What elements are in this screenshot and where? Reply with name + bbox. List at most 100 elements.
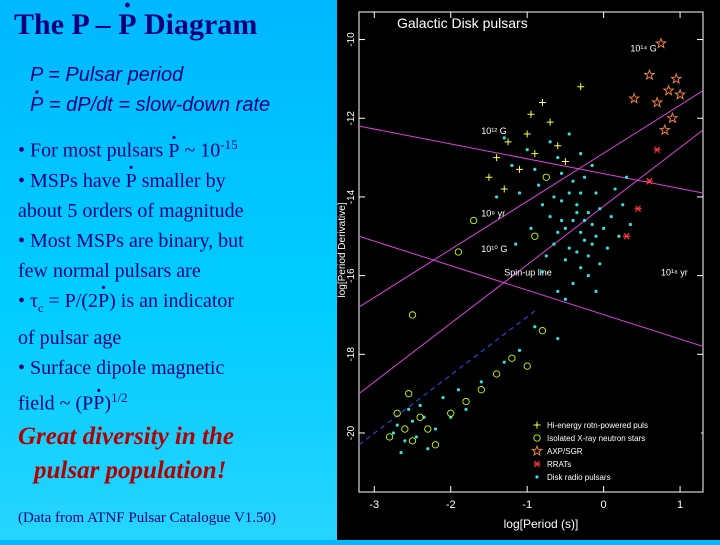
data-point [535,475,539,479]
data-point [510,163,514,168]
data-point [525,148,529,152]
bullet-pdot-value: • For most pulsars P ~ 10-15 [18,130,328,166]
data-point [502,136,506,140]
data-point [579,266,583,270]
data-point [407,407,411,411]
y-tick-label: -18 [346,347,357,362]
data-point [653,146,661,154]
data-point [556,336,560,341]
slide-text-panel: The P – P Diagram P = Pulsar period P = … [0,0,335,540]
data-point [575,203,579,207]
data-point [485,173,493,181]
legend-entry: RRATs [547,460,571,469]
data-point [517,348,522,352]
data-point [531,150,539,158]
data-point [628,222,632,227]
data-point [523,130,531,138]
data-point [456,388,460,392]
data-point [628,92,641,104]
data-point [556,230,560,234]
data-point [504,138,512,146]
data-point [431,441,440,449]
data-point [395,423,399,427]
data-point [590,222,594,227]
data-point [464,407,468,411]
data-point [533,460,541,468]
data-point [662,84,675,96]
line-label: Spin-up line [504,268,552,278]
line-label: 10⁹ yr [481,209,505,219]
data-point [537,183,541,187]
data-point [454,248,463,256]
line-label: 10¹⁴ G [630,43,656,53]
y-tick-label: -14 [346,189,357,204]
data-point [516,165,524,173]
data-point [571,179,575,183]
data-point [401,425,409,433]
data-point [514,242,518,246]
reference-line [359,310,536,446]
bullet-list: • For most pulsars P ~ 10-15 • MSPs have… [18,130,328,418]
bullet-binary-cont: few normal pulsars are [18,259,201,282]
data-point [554,142,562,150]
data-point [441,395,445,400]
bullet-binary: • Most MSPs are binary, but [18,229,244,252]
data-point [529,226,533,230]
definition-period: P = Pulsar period [30,64,184,86]
data-point [598,207,602,211]
data-source-note: (Data from ATNF Pulsar Catalogue V1.50) [18,510,277,526]
data-point [598,262,602,266]
data-point [527,110,535,118]
data-point [508,354,516,362]
legend-box [531,415,701,485]
data-point [391,431,395,435]
bullet-age: • τc = P/(2P) is an indicator [18,286,328,323]
definitions: P = Pulsar period P = dP/dt = slow-down … [30,60,270,120]
data-point [533,421,541,429]
data-point [416,413,424,421]
data-point [658,123,671,136]
data-point [575,211,579,215]
data-point [530,444,544,457]
ppdot-plot-panel: -3 -2 -1 0 1 -10 -12 -14 -16 -18 -20 log[Period (s)… [337,0,720,540]
callout-line-2: pulsar population! [34,457,227,484]
y-tick-label: -16 [346,268,357,283]
data-point [634,205,642,213]
data-point [586,211,590,215]
data-point [571,281,575,286]
data-point [418,403,422,408]
y-tick-label: -20 [346,425,357,440]
line-label: 10¹⁰ G [481,244,507,254]
reference-line [359,90,703,308]
data-point [609,214,613,219]
data-point [433,427,438,431]
data-point [403,439,407,443]
legend-entry: Isolated X-ray neutron stars [547,434,645,443]
data-point [613,187,617,191]
data-point [462,397,470,406]
bullet-msp-cont: about 5 orders of magnitude [18,199,244,222]
legend-entry: Disk radio pulsars [547,473,611,482]
line-label: 10¹⁸ yr [661,268,688,278]
data-point [666,111,679,124]
x-tick-label: 0 [601,499,607,511]
data-point [567,132,571,136]
data-point [651,96,664,108]
data-point [623,232,631,240]
y-tick-label: -12 [346,111,357,126]
data-point [477,386,485,394]
x-tick-label: -3 [369,499,379,511]
data-point [586,254,590,258]
data-point [544,254,548,258]
data-point [605,246,610,250]
data-point [563,258,567,262]
chart-title: Galactic Disk pulsars [397,15,528,31]
data-point [594,234,598,238]
data-point [538,327,547,335]
x-tick-label: -2 [446,499,456,511]
data-point [517,191,522,195]
definition-pdot: P = dP/dt = slow-down rate [30,90,270,120]
data-point [447,409,455,417]
reference-line [359,129,703,395]
data-point [523,362,531,370]
